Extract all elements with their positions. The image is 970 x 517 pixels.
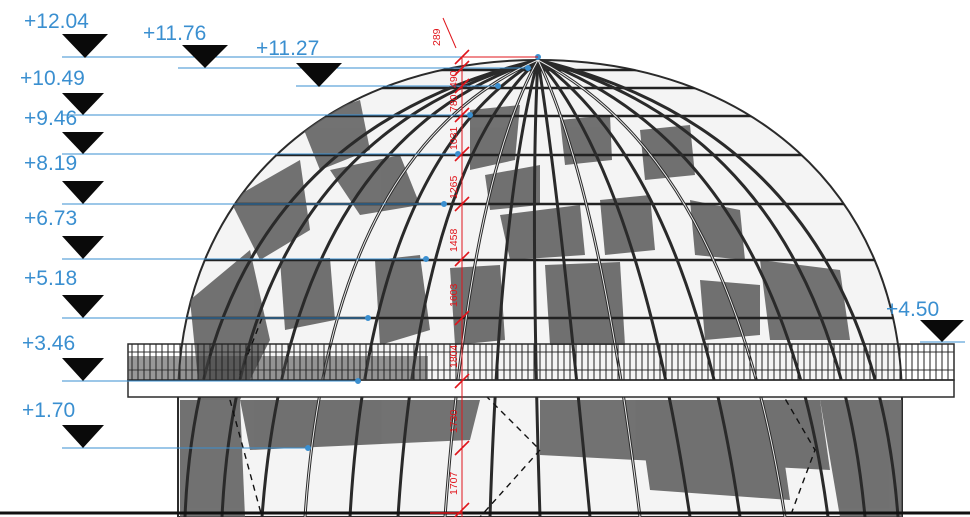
- level-marker-icon: [62, 93, 104, 115]
- dimension-label: 1458: [448, 228, 460, 252]
- level-marker-icon: [920, 320, 964, 342]
- level-marker-icon: [62, 236, 104, 259]
- level-marker-icon: [62, 358, 104, 381]
- level-label: +1.70: [22, 399, 75, 422]
- deck-slab: [127, 379, 955, 398]
- level-marker-icon: [62, 181, 104, 204]
- dome-structure: [177, 58, 903, 517]
- level-label: +9.46: [24, 107, 77, 130]
- dimension-label: 490: [448, 70, 460, 88]
- level-label: +8.19: [24, 152, 77, 175]
- dimension-label: 1804: [448, 344, 460, 368]
- dimension-label: 780: [448, 94, 460, 112]
- dimension-label: 1603: [448, 283, 460, 307]
- level-markers: [62, 34, 964, 448]
- level-labels: +12.04 +11.76 +11.27 +10.49 +9.46 +8.19 …: [20, 10, 939, 422]
- level-label: +6.73: [24, 207, 77, 230]
- level-label: +3.46: [22, 332, 75, 355]
- level-marker-icon: [182, 45, 228, 68]
- level-marker-icon: [296, 63, 342, 87]
- level-label: +12.04: [24, 10, 89, 33]
- level-marker-icon: [62, 132, 104, 154]
- dimension-label: 1707: [448, 471, 460, 495]
- dimension-chain: [430, 17, 538, 517]
- railing-posts: [131, 344, 949, 380]
- dashed-bracing: [229, 317, 816, 517]
- level-marker-icon: [62, 34, 108, 58]
- dimension-labels: 289 490 780 1031 1265 1458 1603 1804 173…: [431, 28, 460, 495]
- dimension-label: 1031: [448, 126, 460, 150]
- level-label: +10.49: [20, 67, 85, 90]
- level-label: +5.18: [24, 267, 77, 290]
- level-leader-lines: [62, 54, 965, 451]
- dimension-label: 289: [431, 28, 443, 46]
- balcony-deck: [127, 343, 955, 398]
- dimension-label: 1265: [448, 175, 460, 199]
- level-label-right: +4.50: [886, 298, 939, 321]
- level-label: +11.76: [143, 22, 206, 45]
- dimension-label: 1730: [448, 409, 460, 433]
- level-label: +11.27: [256, 37, 319, 60]
- level-marker-icon: [62, 295, 104, 318]
- level-marker-icon: [62, 425, 104, 448]
